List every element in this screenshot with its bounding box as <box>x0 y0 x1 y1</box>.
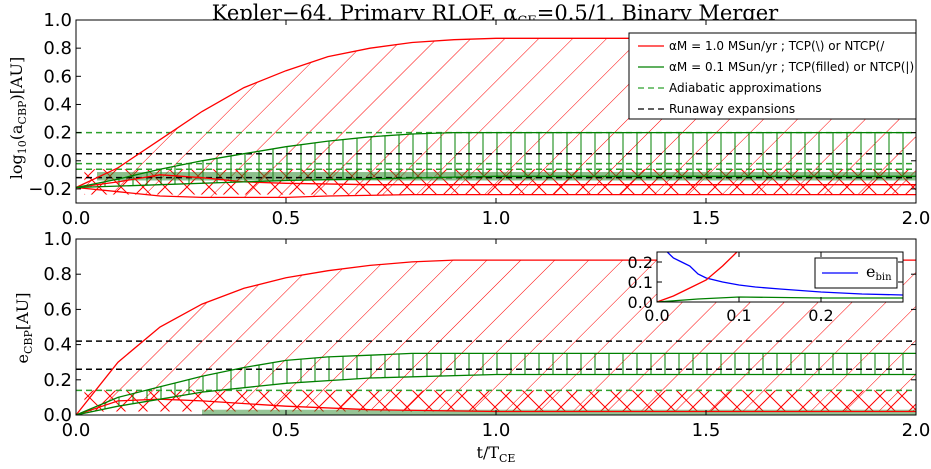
top-ytick-label-1: 0.8 <box>43 38 72 59</box>
bottom-xtick-label-2: 1.0 <box>482 420 511 441</box>
top-ylabel: log10(aCBP)[AU] <box>7 57 29 179</box>
inset-frame <box>656 251 904 303</box>
bottom-ylabel: eCBP[AU] <box>13 293 35 364</box>
top-xtick-label-3: 1.5 <box>692 208 721 229</box>
inset-legend-label: ebin <box>866 262 892 283</box>
inset-xtick-label-0: 0.0 <box>644 306 669 325</box>
bottom-series-2 <box>76 352 916 415</box>
top-ytick-label-4: 0.2 <box>43 123 72 144</box>
bottom-ytick-label-0: 1.0 <box>43 229 72 250</box>
bottom-series-0 <box>76 259 916 415</box>
inset-series-1 <box>657 252 738 302</box>
inset-ytick-label-2: 0.0 <box>628 293 653 312</box>
legend-label-0: αM = 1.0 MSun/yr ; TCP(\) or NTCP(/ <box>669 39 885 53</box>
bottom-xtick-label-4: 2.0 <box>902 420 931 441</box>
legend-label-3: Runaway expansions <box>669 102 795 116</box>
top-ytick-label-0: 1.0 <box>43 10 72 31</box>
bottom-ytick-label-3: 0.4 <box>43 335 72 356</box>
top-ytick-label-6: −0.2 <box>28 179 72 200</box>
top-ytick-label-5: 0.0 <box>43 151 72 172</box>
top-ytick-label-3: 0.4 <box>43 94 72 115</box>
top-ytick-label-2: 0.6 <box>43 66 72 87</box>
top-xtick-label-1: 0.5 <box>272 208 301 229</box>
bottom-xlabel: t/TCE <box>477 443 516 465</box>
top-series-4 <box>76 175 916 189</box>
top-series-2 <box>76 174 916 189</box>
legend: αM = 1.0 MSun/yr ; TCP(\) or NTCP(/ αM = … <box>628 32 917 120</box>
inset-ytick-label-1: 0.1 <box>628 273 653 292</box>
bottom-ytick-label-5: 0.0 <box>43 405 72 426</box>
legend-label-1: αM = 0.1 MSun/yr ; TCP(filled) or NTCP(|… <box>669 60 914 74</box>
bottom-series-3 <box>76 373 916 415</box>
bottom-green-filled-band <box>202 409 916 415</box>
top-series-0 <box>76 37 916 189</box>
top-xtick-label-4: 2.0 <box>902 208 931 229</box>
legend-label-2: Adiabatic approximations <box>669 81 822 95</box>
bottom-xtick-label-0: 0.0 <box>62 420 91 441</box>
inset-xtick-label-2: 0.2 <box>808 306 833 325</box>
top-series-3 <box>76 131 916 189</box>
bottom-series-1 <box>76 398 916 415</box>
bottom-ytick-label-2: 0.6 <box>43 299 72 320</box>
bottom-xtick-label-1: 0.5 <box>272 420 301 441</box>
bottom-ytick-label-1: 0.8 <box>43 264 72 285</box>
inset-series-0 <box>657 252 903 296</box>
top-series-1 <box>76 186 916 199</box>
inset-ytick-label-0: 0.2 <box>628 253 653 272</box>
top-xtick-label-2: 1.0 <box>482 208 511 229</box>
top-xtick-label-0: 0.0 <box>62 208 91 229</box>
bottom-xtick-label-3: 1.5 <box>692 420 721 441</box>
bottom-ytick-label-4: 0.2 <box>43 370 72 391</box>
inset-xtick-label-1: 0.1 <box>726 306 751 325</box>
